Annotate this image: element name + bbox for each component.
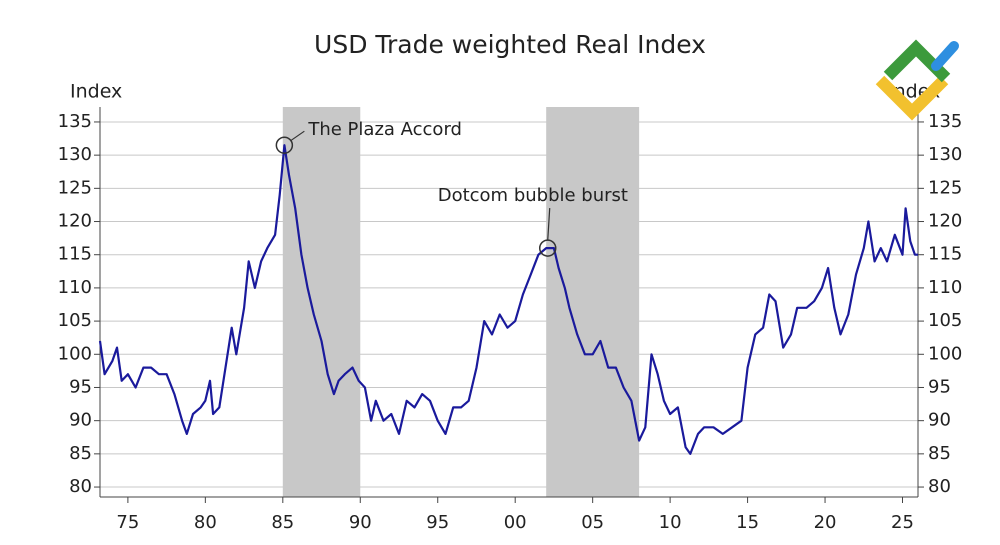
annotation-leader [291,130,305,141]
y-tick-label: 95 [69,376,92,397]
y-tick-label: 110 [58,277,92,298]
x-tick-label: 00 [504,512,527,533]
x-tick-label: 05 [581,512,604,533]
y2-tick-label: 105 [928,310,962,331]
y-tick-label: 100 [58,343,92,364]
y-tick-label: 120 [58,211,92,232]
x-tick-label: 20 [814,512,837,533]
shaded-region [546,107,640,497]
y-tick-label: 80 [69,476,92,497]
x-tick-label: 90 [349,512,372,533]
annotation: Dotcom bubble burst [438,185,628,206]
y2-tick-label: 95 [928,376,951,397]
y2-tick-label: 100 [928,343,962,364]
logo [875,39,959,121]
x-tick-label: 15 [736,512,759,533]
plot: 80 85 90 95 100 105 110 115 120 125 130 135 80 85 90 95… [58,107,962,533]
y2-tick-label: 80 [928,476,951,497]
shaded-region [282,107,361,497]
y2-tick-label: 90 [928,410,951,431]
y-tick-label: 125 [58,177,92,198]
annotation-marker [275,136,294,154]
x-tick-label: 85 [271,512,294,533]
y2-tick-label: 110 [928,277,962,298]
y-tick-label: 105 [58,310,92,331]
logo-shape [931,41,959,71]
annotation-leader [547,208,551,241]
y2-tick-label: 130 [928,144,962,165]
x-tick-label: 75 [116,512,139,533]
chart-title: USD Trade weighted Real Index [314,30,706,59]
y2-tick-label: 85 [928,443,951,464]
y2-tick-label: 135 [928,111,962,132]
y-tick-label: 115 [58,244,92,265]
y-tick-label: 90 [69,410,92,431]
y-tick-label: 130 [58,144,92,165]
x-tick-label: 80 [194,512,217,533]
y2-tick-label: 125 [928,177,962,198]
y-tick-label: 85 [69,443,92,464]
y2-tick-label: 120 [928,211,962,232]
logo-shape [875,75,949,121]
y2-tick-label: 115 [928,244,962,265]
y-tick-label: 135 [58,111,92,132]
x-tick-label: 95 [426,512,449,533]
y-axis-label: Index [70,81,122,103]
x-tick-label: 25 [891,512,914,533]
annotation: The Plaza Accord [307,119,462,140]
x-tick-label: 10 [659,512,682,533]
line [98,144,918,455]
